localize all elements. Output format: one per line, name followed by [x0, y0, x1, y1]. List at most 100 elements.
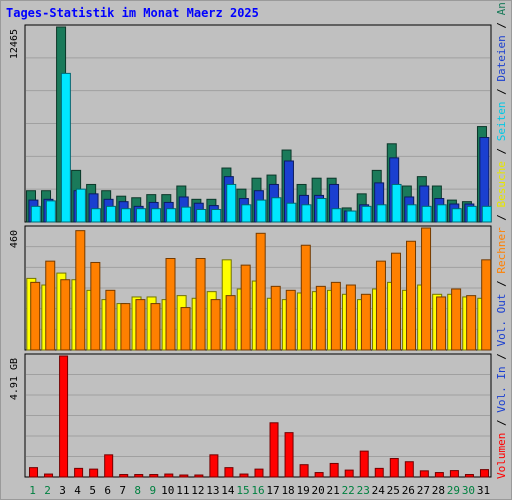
bar	[75, 188, 86, 223]
bar	[345, 284, 356, 351]
legend-separator: /	[495, 274, 508, 294]
bar	[45, 200, 56, 223]
bar	[269, 422, 279, 478]
x-tick-label: 23	[357, 484, 370, 497]
legend-text: Volumen / Vol. In / Vol. Out / Rechner /…	[495, 1, 508, 479]
bar	[241, 204, 252, 223]
legend-separator: /	[495, 82, 508, 102]
bar	[180, 307, 191, 351]
bar	[120, 303, 131, 351]
x-tick-label: 10	[161, 484, 174, 497]
bar	[59, 355, 69, 478]
bar	[466, 295, 477, 351]
bar	[466, 205, 477, 223]
bar	[44, 473, 54, 478]
x-tick-label: 13	[206, 484, 219, 497]
x-tick-label: 4	[74, 484, 81, 497]
x-tick-label: 27	[417, 484, 430, 497]
bar	[45, 260, 56, 351]
legend-entry: Volumen	[495, 433, 508, 479]
x-tick-label: 6	[104, 484, 111, 497]
bar	[449, 470, 459, 478]
bar	[376, 204, 387, 223]
bar	[404, 461, 414, 478]
x-tick-label: 29	[447, 484, 460, 497]
x-tick-label: 16	[251, 484, 264, 497]
bar	[75, 230, 86, 351]
bar	[299, 464, 309, 478]
bar	[330, 281, 341, 351]
bar	[286, 202, 297, 223]
bar	[60, 279, 71, 351]
bar	[346, 210, 357, 223]
bar	[104, 454, 114, 478]
bar	[121, 208, 132, 223]
bar	[464, 474, 474, 478]
bar	[225, 295, 236, 351]
bar	[226, 183, 237, 223]
bar	[135, 299, 146, 351]
x-tick-label: 14	[221, 484, 235, 497]
bar	[119, 474, 129, 478]
bar	[270, 285, 281, 351]
bar	[315, 285, 326, 351]
bar	[421, 227, 432, 351]
x-tick-label: 31	[477, 484, 490, 497]
y-max-label: 460	[9, 230, 20, 248]
panel-requests: 12465	[9, 24, 492, 223]
bar	[344, 469, 354, 478]
x-tick-label: 18	[281, 484, 294, 497]
bar	[30, 281, 41, 351]
bar	[481, 205, 492, 223]
bar	[239, 473, 249, 478]
x-axis: 1 2 3 4 5 6 7 8 9 10 11 12 13 14 15 16 17 18 19 20 21 22 23 24 2…	[29, 484, 490, 497]
bar	[211, 208, 222, 223]
bar	[210, 299, 221, 351]
bar	[90, 208, 101, 223]
bar	[150, 303, 161, 351]
bar	[149, 474, 159, 478]
bar	[105, 205, 116, 223]
bar	[285, 289, 296, 351]
x-tick-label: 1	[29, 484, 36, 497]
bar	[331, 208, 342, 223]
bar	[451, 288, 462, 351]
legend-separator: /	[495, 413, 508, 433]
x-tick-label: 15	[236, 484, 249, 497]
y-max-label: 12465	[9, 29, 20, 59]
bar	[434, 472, 444, 478]
bar	[314, 472, 324, 478]
x-tick-label: 9	[149, 484, 156, 497]
bar	[419, 470, 429, 478]
x-tick-label: 12	[191, 484, 204, 497]
x-tick-label: 21	[327, 484, 340, 497]
series-volumen	[29, 355, 489, 478]
series-rechner	[30, 227, 492, 351]
bar	[301, 204, 312, 223]
bar	[436, 296, 447, 351]
x-tick-label: 8	[134, 484, 141, 497]
legend-entry: Anfragen	[495, 1, 508, 15]
panel-volume: 4.91 GB	[9, 353, 492, 478]
bar	[316, 198, 327, 223]
x-tick-label: 24	[372, 484, 386, 497]
legend-separator: /	[495, 15, 508, 35]
legend-entry: Dateien	[495, 35, 508, 81]
x-tick-label: 2	[44, 484, 51, 497]
bar	[196, 208, 207, 223]
bar	[421, 205, 432, 223]
bar	[136, 208, 147, 223]
legend-separator: /	[495, 141, 508, 161]
chart-title: Tages-Statistik im Monat Maerz 2025	[6, 6, 259, 20]
bar	[105, 289, 116, 351]
bar	[375, 260, 386, 351]
bar	[89, 468, 99, 478]
bar	[451, 208, 462, 223]
bar	[390, 252, 401, 351]
bar	[195, 258, 206, 351]
bar	[74, 467, 84, 478]
bar	[165, 258, 176, 351]
bar	[29, 467, 39, 478]
bar	[406, 240, 417, 351]
